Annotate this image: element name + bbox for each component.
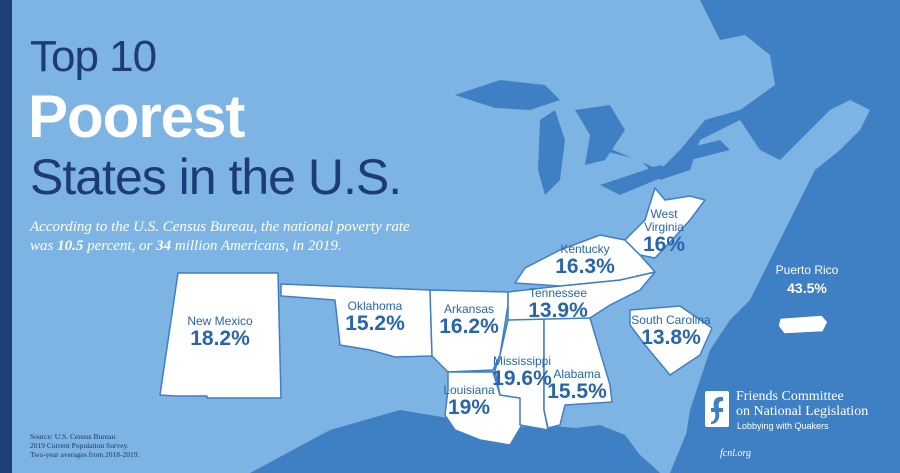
label-alabama: Alabama 15.5% — [545, 368, 609, 403]
label-south-carolina: South Carolina 13.8% — [628, 314, 714, 349]
state-name: Louisiana — [443, 383, 495, 397]
puerto-rico — [777, 314, 829, 335]
label-tennessee: Tennessee 13.9% — [520, 287, 596, 322]
state-name: New Mexico — [187, 314, 253, 328]
state-value: 18.2% — [190, 327, 250, 350]
label-mississippi: Mississippi 19.6% — [492, 355, 552, 390]
label-louisiana: Louisiana 19% — [440, 384, 498, 419]
fcnl-logo-icon — [705, 391, 729, 427]
atlantic — [670, 0, 900, 473]
label-new-mexico: New Mexico 18.2% — [180, 315, 260, 350]
state-value: 16% — [642, 233, 686, 256]
subtitle-part-2: percent, or — [83, 238, 157, 254]
canada-land — [0, 0, 775, 170]
subtitle-part-3: million Americans, in 2019. — [171, 238, 342, 254]
label-kentucky: Kentucky 16.3% — [550, 243, 620, 278]
label-puerto-rico: Puerto Rico 43.5% — [772, 264, 842, 299]
state-value: 19% — [447, 396, 491, 419]
state-name: Oklahoma — [347, 299, 403, 313]
subtitle-count: 34 — [156, 238, 172, 254]
lake-huron — [575, 105, 625, 165]
label-arkansas: Arkansas 16.2% — [432, 303, 506, 338]
state-name: West Virginia — [644, 207, 684, 234]
source-line-1: Source: U.S. Census Bureau — [30, 432, 116, 441]
state-value: 19.6% — [492, 367, 552, 390]
state-south-carolina — [629, 305, 713, 376]
lake-michigan — [538, 110, 565, 195]
label-oklahoma: Oklahoma 15.2% — [335, 300, 415, 335]
state-value: 16.3% — [555, 255, 615, 278]
source-note: Source: U.S. Census Bureau 2019 Current … — [30, 432, 139, 459]
state-value: 15.2% — [345, 312, 405, 335]
org-name: Friends Committee on National Legislatio… — [736, 389, 868, 419]
state-value: 13.9% — [528, 299, 588, 322]
lake-superior — [455, 80, 560, 110]
territory-value: 43.5% — [787, 280, 827, 296]
org-url: fcnl.org — [720, 448, 752, 459]
source-line-3: Two-year averages from 2018-2019. — [30, 450, 140, 459]
state-name: Kentucky — [560, 242, 610, 256]
state-value: 16.2% — [439, 315, 499, 338]
source-line-2: 2019 Current Population Survey. — [30, 441, 129, 450]
state-alabama — [543, 317, 613, 429]
state-name: Arkansas — [443, 302, 495, 316]
highlighted-states — [159, 187, 829, 446]
state-louisiana — [444, 371, 523, 446]
state-name: Alabama — [553, 367, 601, 381]
state-name: South Carolina — [631, 313, 711, 327]
subtitle-rate: 10.5 — [57, 238, 84, 254]
label-west-virginia: West Virginia 16% — [636, 208, 692, 256]
state-value: 15.5% — [547, 380, 607, 403]
gulf-of-mexico — [250, 410, 660, 473]
lake-erie — [600, 165, 675, 195]
lake-ontario — [680, 140, 730, 160]
state-value: 13.8% — [641, 326, 701, 349]
title-line-3: States in the U.S. — [30, 149, 402, 205]
subtitle: According to the U.S. Census Bureau, the… — [30, 218, 430, 256]
org-name-line-1: Friends Committee — [736, 389, 844, 404]
title-line-2: Poorest — [28, 83, 245, 150]
state-west-virginia — [624, 187, 706, 259]
subtitle-part-1: According to the U.S. Census Bureau, the… — [30, 219, 410, 254]
state-name: Mississippi — [492, 354, 551, 368]
org-name-line-2: on National Legislation — [736, 404, 869, 419]
state-name: Tennessee — [528, 286, 588, 300]
org-tagline: Lobbying with Quakers — [737, 421, 829, 431]
left-accent-bar — [0, 0, 12, 473]
territory-name: Puerto Rico — [775, 263, 839, 277]
title-line-1: Top 10 — [30, 32, 157, 81]
state-new-mexico — [159, 272, 282, 399]
